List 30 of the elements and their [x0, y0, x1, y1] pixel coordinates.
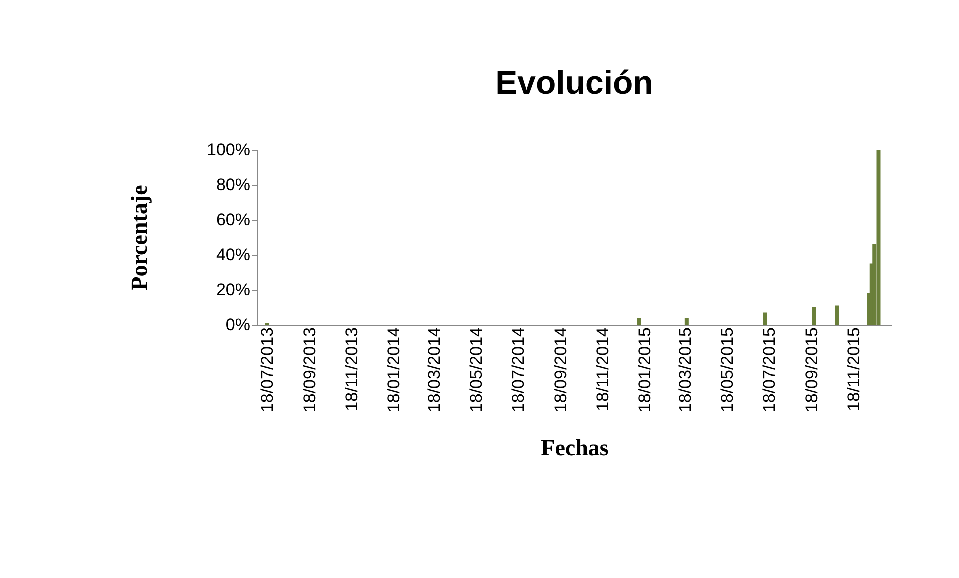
x-tick-label: 18/03/2014	[425, 328, 444, 413]
x-tick-label: 18/01/2015	[635, 328, 654, 413]
x-tick-label: 18/09/2014	[552, 328, 571, 413]
x-tick-label: 18/01/2014	[384, 328, 404, 413]
x-tick-label: 18/07/2014	[508, 328, 528, 413]
y-tick-label: 0%	[226, 316, 250, 334]
x-tick-label: 18/05/2014	[467, 328, 486, 413]
bar	[812, 308, 816, 325]
bar	[763, 312, 768, 325]
x-tick-label: 18/07/2015	[760, 328, 779, 413]
x-tick-label: 18/09/2013	[300, 328, 320, 413]
x-tick-label: 18/05/2015	[718, 328, 737, 413]
x-tick-label: 18/11/2015	[844, 328, 864, 412]
chart-title: Evolución	[496, 64, 654, 101]
bar	[876, 150, 881, 325]
x-tick-label: 18/03/2015	[676, 328, 696, 413]
bar	[637, 318, 642, 325]
y-tick-label: 40%	[216, 246, 250, 264]
bar	[835, 306, 840, 325]
x-tick-label: 18/11/2014	[594, 328, 613, 412]
y-axis-title: Porcentaje	[127, 185, 152, 291]
y-tick-label: 20%	[216, 280, 250, 300]
y-tick-label: 80%	[216, 176, 250, 194]
x-tick-label: 18/07/2013	[258, 328, 277, 413]
bar	[684, 318, 689, 325]
x-tick-label: 18/11/2013	[342, 328, 362, 412]
x-axis-title: Fechas	[541, 436, 609, 461]
y-tick-label: 60%	[216, 210, 250, 230]
x-tick-label: 18/09/2015	[802, 328, 822, 413]
y-tick-label: 100%	[207, 140, 250, 160]
